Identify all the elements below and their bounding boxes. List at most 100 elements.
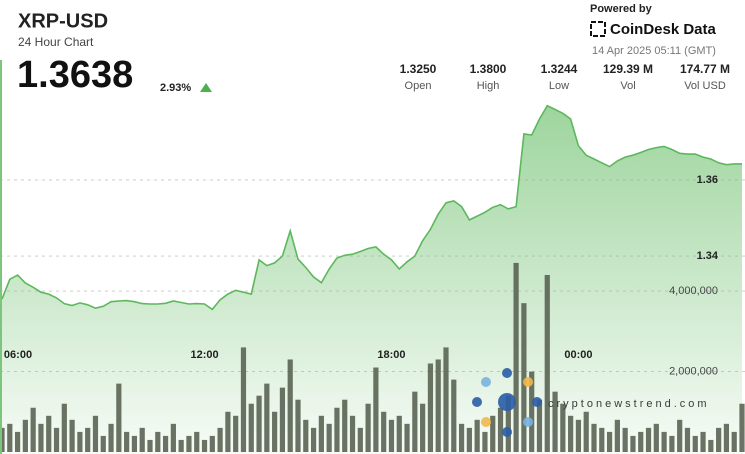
volume-bar [630, 435, 636, 452]
volume-bar [225, 411, 231, 452]
volume-bar [700, 431, 706, 452]
stat-value: 1.3244 [541, 62, 578, 76]
volume-bar [155, 431, 161, 452]
timestamp: 14 Apr 2025 05:11 (GMT) [592, 45, 716, 57]
volume-bar [544, 274, 550, 452]
volume-bar [310, 427, 317, 452]
volume-bar [233, 415, 239, 452]
stat-value: 1.3800 [470, 62, 507, 76]
x-tick-label: 00:00 [564, 349, 592, 361]
watermark: cryptonewstrend.com [548, 398, 710, 410]
volume-bar [53, 427, 60, 452]
y-tick-label: 1.34 [697, 250, 719, 262]
volume-bar [92, 415, 99, 452]
volume-bar [474, 419, 480, 452]
volume-bar [303, 419, 309, 452]
volume-bar [381, 411, 387, 452]
volume-bar [124, 431, 130, 452]
volume-bar [108, 423, 114, 452]
volume-bar [342, 399, 348, 452]
volume-bar [606, 431, 613, 452]
volume-bar [497, 407, 504, 452]
volume-bar [38, 423, 44, 452]
volume-bar [396, 415, 402, 452]
stat-label: Vol USD [684, 80, 726, 92]
volume-bar [614, 419, 620, 452]
volume-bar [287, 359, 293, 452]
volume-bar [334, 407, 340, 452]
volume-bar [69, 419, 75, 452]
volume-bar [552, 391, 558, 452]
stat-label: High [477, 80, 500, 92]
volume-bar [272, 411, 278, 452]
stat-value: 1.3250 [400, 62, 437, 76]
volume-bar [365, 403, 371, 452]
volume-bar [147, 439, 153, 452]
volume-bar [716, 427, 722, 452]
volume-bar [513, 262, 519, 452]
volume-bar [357, 427, 363, 452]
volume-bar [256, 395, 262, 452]
y-tick-label: 4,000,000 [669, 285, 718, 297]
volume-bar [466, 427, 472, 452]
volume-bar [131, 435, 138, 452]
volume-bar [0, 427, 5, 452]
volume-bar [669, 435, 675, 452]
volume-bar [279, 387, 286, 452]
brand: CoinDesk Data [610, 21, 717, 38]
volume-bar [217, 427, 223, 452]
volume-bar [186, 435, 192, 452]
volume-bar [723, 423, 730, 452]
volume-bar [575, 419, 582, 452]
volume-bar [560, 403, 566, 452]
stat-label: Open [405, 80, 432, 92]
volume-bar [536, 399, 543, 452]
volume-bar [240, 347, 247, 452]
volume-bar [591, 423, 597, 452]
volume-bar [568, 415, 574, 452]
volume-bar [505, 395, 511, 452]
area-fill [2, 105, 742, 454]
volume-bar [349, 415, 356, 452]
volume-bar [638, 431, 644, 452]
volume-bar [194, 431, 200, 452]
volume-bar [170, 423, 176, 452]
up-arrow [200, 83, 212, 92]
volume-bar [77, 431, 83, 452]
volume-bar [201, 439, 208, 452]
price-line [1, 104, 742, 311]
volume-bar [139, 427, 145, 452]
change: 2.93% [160, 82, 191, 94]
price: 1.3638 [17, 54, 133, 96]
volume-bar [162, 435, 169, 452]
x-tick-label: 12:00 [190, 349, 218, 361]
stat-label: Vol [620, 80, 635, 92]
volume-bar [443, 347, 449, 452]
volume-bar [435, 359, 441, 452]
volume-bar [248, 403, 254, 452]
volume-bar [482, 431, 488, 452]
volume-bar [85, 427, 91, 452]
brand-logo [590, 21, 606, 37]
volume-bar [731, 431, 737, 452]
volume-bar [22, 419, 28, 452]
subtitle: 24 Hour Chart [18, 35, 94, 49]
volume-bar [458, 423, 465, 452]
volume-bar [529, 371, 535, 452]
volume-bar [46, 415, 52, 452]
volume-bar [404, 423, 410, 452]
volume-bar [295, 399, 301, 452]
volume-bar [116, 383, 122, 452]
volume-bar [692, 435, 698, 452]
volume-bar [7, 423, 13, 452]
volume-bar [490, 415, 496, 452]
volume-bar [645, 427, 652, 452]
powered-by: Powered by [590, 3, 653, 15]
volume-bar [100, 435, 106, 452]
volume-bar [677, 419, 683, 452]
volume-bar [420, 403, 426, 452]
volume-bar [653, 423, 659, 452]
volume-bar [684, 427, 691, 452]
volume-bar [451, 379, 457, 452]
